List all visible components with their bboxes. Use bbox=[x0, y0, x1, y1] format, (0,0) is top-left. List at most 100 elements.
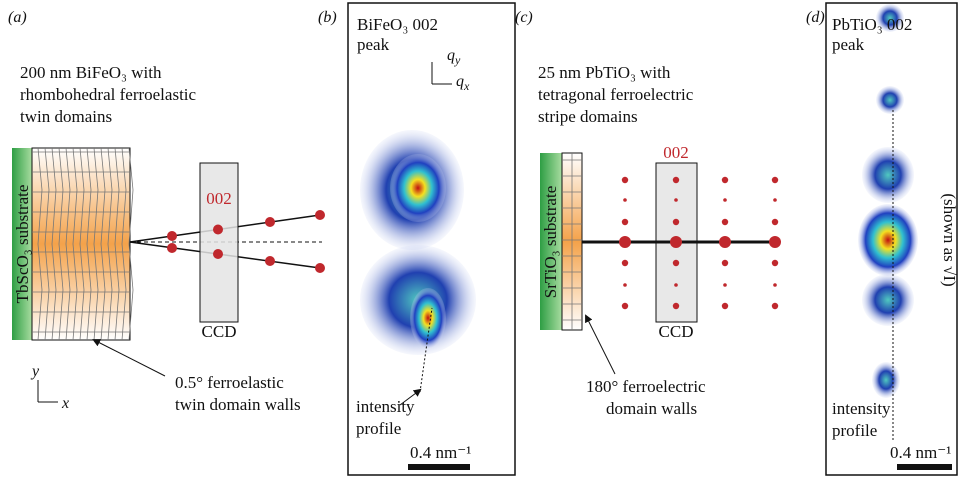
decor bbox=[672, 176, 680, 184]
annotation: intensity bbox=[356, 397, 415, 416]
decor bbox=[51, 147, 57, 341]
title-line: rhombohedral ferroelastic bbox=[20, 85, 197, 104]
decor bbox=[65, 147, 71, 341]
decor bbox=[37, 147, 43, 341]
annotation: 0.5° ferroelastic bbox=[175, 373, 284, 392]
decor bbox=[674, 198, 678, 202]
arrow bbox=[92, 339, 166, 377]
axis-label: x bbox=[61, 395, 69, 412]
decor bbox=[86, 147, 92, 341]
annotation: twin domain walls bbox=[175, 395, 301, 414]
decor bbox=[721, 259, 729, 267]
title-line: peak bbox=[832, 35, 865, 54]
annotation: intensity bbox=[832, 399, 891, 418]
axes-arrows bbox=[431, 62, 452, 85]
panel-b: (b) BiFeO₃ 002 peak qy qx intensity prof… bbox=[318, 2, 516, 476]
decor bbox=[771, 259, 779, 267]
intensity-blob bbox=[390, 154, 446, 222]
decor bbox=[58, 147, 64, 341]
peak-label: 002 bbox=[206, 189, 232, 208]
panel-c: (c) 25 nm PbTiO₃ with tetragonal ferroel… bbox=[515, 9, 781, 418]
scale-label: 0.4 nm⁻¹ bbox=[410, 443, 471, 462]
substrate bbox=[12, 148, 32, 340]
decor bbox=[621, 176, 629, 184]
intensity-blob bbox=[862, 147, 914, 203]
decor bbox=[107, 147, 113, 341]
substrate bbox=[540, 153, 562, 330]
intensity-blob bbox=[876, 86, 904, 114]
scale-label: 0.4 nm⁻¹ bbox=[890, 443, 951, 462]
decor bbox=[621, 218, 629, 226]
decor bbox=[623, 198, 627, 202]
decor bbox=[674, 283, 678, 287]
decor bbox=[93, 147, 99, 341]
annotation: 180° ferroelectric bbox=[586, 377, 706, 396]
decor bbox=[721, 218, 729, 226]
decor bbox=[672, 302, 680, 310]
domain-walls bbox=[562, 153, 582, 330]
peak-label: 002 bbox=[663, 143, 689, 162]
decor bbox=[723, 283, 727, 287]
decor bbox=[771, 176, 779, 184]
decor bbox=[672, 218, 680, 226]
intensity-blob bbox=[876, 4, 904, 32]
decor bbox=[621, 259, 629, 267]
arrow bbox=[399, 388, 422, 406]
axis-label: y bbox=[30, 363, 40, 380]
annotation: domain walls bbox=[606, 399, 697, 418]
panel-label: (a) bbox=[8, 9, 27, 26]
title-line: PbTiO₃ 002 bbox=[832, 15, 912, 34]
title-line: tetragonal ferroelectric bbox=[538, 85, 694, 104]
decor bbox=[719, 236, 731, 248]
decor bbox=[773, 283, 777, 287]
peaks bbox=[167, 210, 325, 273]
decor bbox=[670, 236, 682, 248]
decor bbox=[121, 147, 127, 341]
decor bbox=[44, 147, 50, 341]
substrate-label: TbScO₃ substrate bbox=[13, 185, 32, 304]
substrate-label: SrTiO₃ substrate bbox=[541, 186, 560, 299]
decor bbox=[771, 302, 779, 310]
intensity-blob bbox=[858, 204, 918, 276]
side-note: (shown as √I) bbox=[940, 193, 958, 286]
panel-label: (b) bbox=[318, 9, 337, 26]
decor bbox=[79, 147, 85, 341]
scale-bar bbox=[897, 464, 952, 470]
decor bbox=[114, 147, 120, 341]
annotation: profile bbox=[832, 421, 877, 440]
peaks bbox=[619, 176, 781, 310]
ccd bbox=[199, 162, 239, 323]
axis-label: qx bbox=[456, 73, 470, 93]
title-line: twin domains bbox=[20, 107, 112, 126]
title-line: peak bbox=[357, 35, 390, 54]
annotation: profile bbox=[356, 419, 401, 438]
arrow bbox=[585, 314, 616, 375]
decor bbox=[773, 198, 777, 202]
decor bbox=[100, 147, 106, 341]
title-line: 200 nm BiFeO₃ with bbox=[20, 63, 162, 82]
detector-label: CCD bbox=[659, 322, 694, 341]
decor bbox=[621, 302, 629, 310]
detector-label: CCD bbox=[202, 322, 237, 341]
decor bbox=[128, 147, 134, 341]
decor bbox=[619, 236, 631, 248]
scale-bar bbox=[408, 464, 470, 470]
axis-label: qy bbox=[447, 47, 461, 67]
panel-label: (d) bbox=[806, 9, 825, 26]
decor bbox=[771, 218, 779, 226]
panel-d: (d) PbTiO₃ 002 peak (shown as √I) intens… bbox=[806, 2, 958, 476]
intensity-blob bbox=[862, 274, 914, 326]
decor bbox=[672, 259, 680, 267]
decor bbox=[721, 302, 729, 310]
decor bbox=[769, 236, 781, 248]
panel-label: (c) bbox=[515, 9, 533, 26]
intensity-blob bbox=[872, 362, 900, 398]
intensity-blob bbox=[410, 288, 446, 348]
title-line: 25 nm PbTiO₃ with bbox=[538, 63, 671, 82]
decor bbox=[623, 283, 627, 287]
title-line: stripe domains bbox=[538, 107, 638, 126]
domain-walls bbox=[32, 147, 134, 341]
decor bbox=[723, 198, 727, 202]
title-line: BiFeO₃ 002 bbox=[357, 15, 438, 34]
